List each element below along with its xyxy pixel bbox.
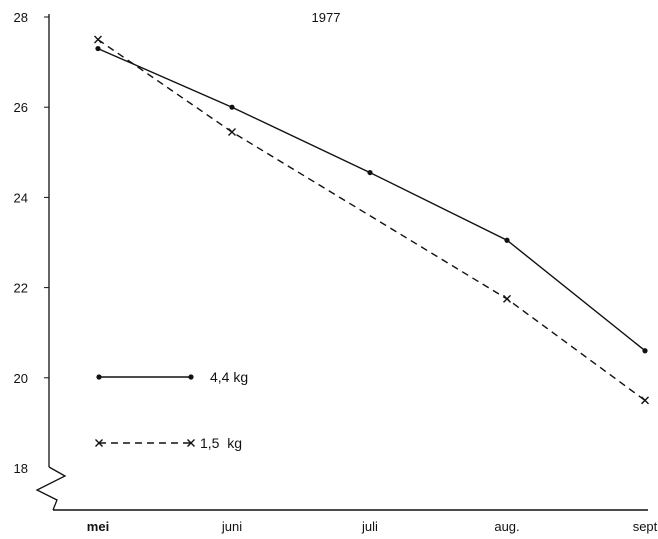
series-point — [229, 104, 235, 110]
series-point — [95, 439, 103, 447]
legend: 4,4 kg 1,5 kg — [95, 369, 248, 451]
series-point — [641, 396, 649, 405]
x-tick-label: juli — [361, 519, 378, 534]
series-point — [367, 169, 373, 176]
x-tick-label: mei — [87, 519, 109, 534]
legend-marker — [96, 374, 102, 380]
series-point — [503, 294, 511, 303]
legend-label-2: 1,5 kg — [200, 435, 242, 451]
x-tick-label: juni — [221, 519, 242, 534]
series-point — [187, 439, 195, 447]
series-layer — [94, 35, 649, 405]
y-tick-label: 20 — [14, 371, 28, 386]
legend-label-1: 4,4 kg — [210, 369, 248, 385]
series-point — [642, 348, 648, 354]
x-ticks: mei juni juli aug. sept — [87, 519, 658, 534]
series-point — [228, 128, 236, 136]
legend-marker — [188, 374, 194, 380]
y-tick-label: 28 — [14, 10, 28, 25]
series-line-1 — [97, 47, 646, 352]
y-tick-label: 24 — [14, 190, 28, 205]
y-tick-label: 26 — [14, 100, 28, 115]
x-tick-label: aug. — [494, 519, 519, 534]
y-axis-break — [35, 466, 67, 511]
chart-title: 1977 — [312, 10, 341, 25]
series-point — [504, 237, 510, 243]
series-line-2 — [97, 39, 646, 401]
y-tick-label: 18 — [14, 461, 28, 476]
series-point — [95, 45, 101, 52]
y-tick-label: 22 — [14, 281, 28, 296]
x-tick-label: sept — [633, 519, 658, 534]
y-ticks: 28 26 24 22 20 18 — [14, 10, 49, 476]
series-point — [94, 35, 102, 44]
